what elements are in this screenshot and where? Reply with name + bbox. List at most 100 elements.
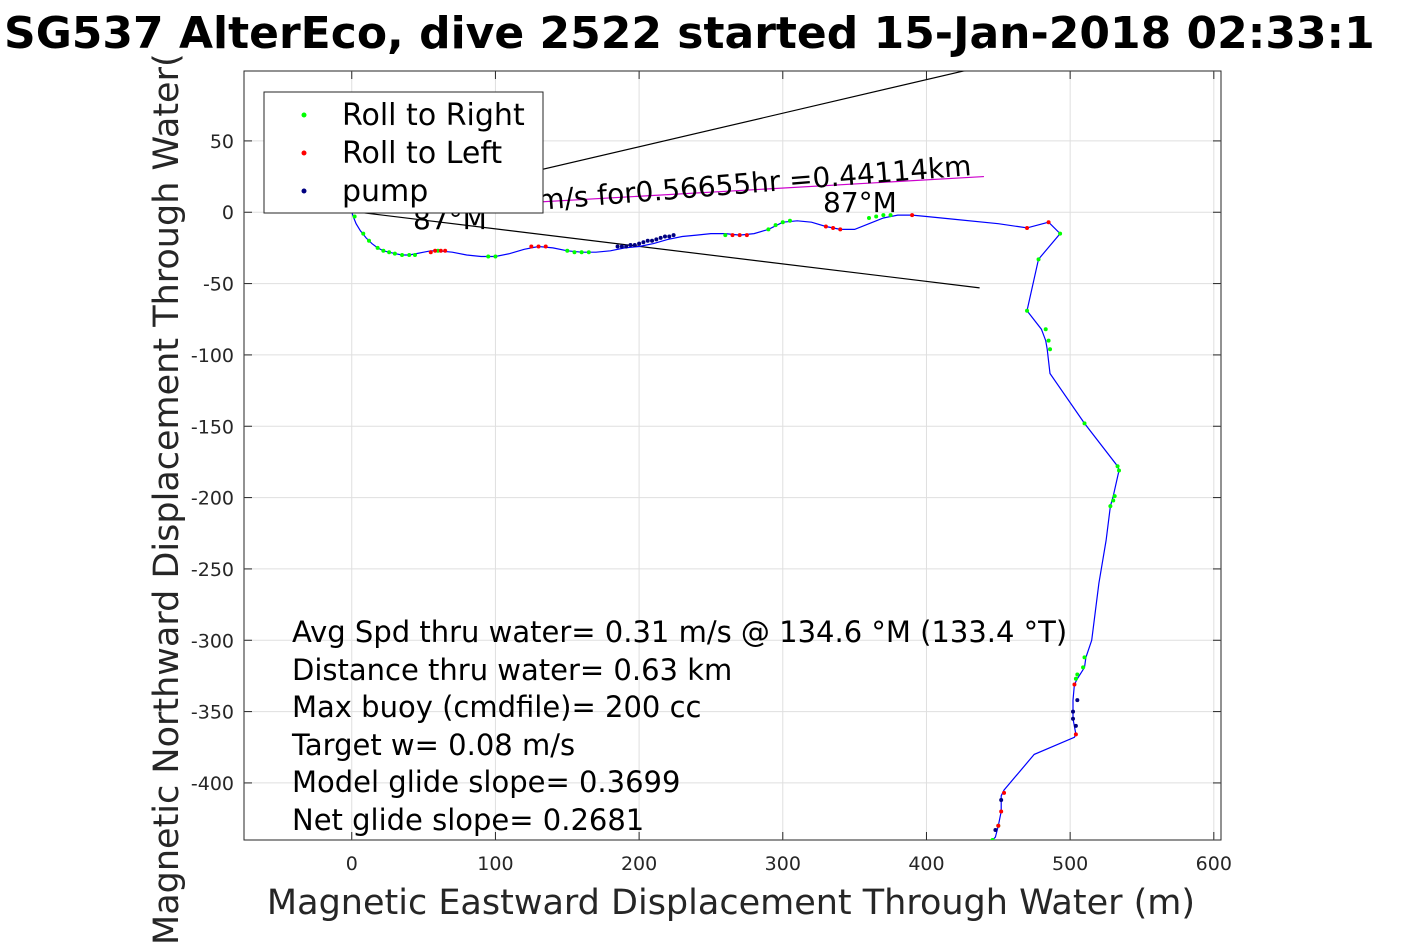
point-roll-to-left [433,248,438,253]
point-roll-to-right [888,213,893,218]
stats-block: Avg Spd thru water= 0.31 m/s @ 134.6 °M … [291,615,1067,837]
point-roll-to-left [529,244,534,249]
point-roll-to-right [1116,468,1121,473]
point-roll-to-left [428,250,433,255]
point-roll-to-right [412,253,417,258]
x-tick-label: 100 [477,853,513,875]
point-roll-to-right [773,223,778,228]
point-pump [671,233,676,238]
point-pump [1071,716,1076,721]
point-roll-to-right [787,218,792,223]
point-roll-to-right [435,248,440,253]
stats-target-w: Target w= 0.08 m/s [291,728,575,762]
point-roll-to-right [1082,421,1087,426]
point-roll-to-right [1082,655,1087,660]
point-pump [999,798,1004,803]
legend-marker-roll-left [301,150,307,156]
x-tick-label: 0 [346,853,358,875]
point-roll-to-left [1073,732,1078,737]
point-roll-to-right [874,214,879,219]
point-roll-to-right [1058,231,1063,236]
point-pump [615,244,620,249]
point-roll-to-right [352,214,357,219]
x-axis-label: Magnetic Eastward Displacement Through W… [267,883,1195,923]
point-roll-to-left [996,823,1001,828]
point-roll-to-left [730,233,735,238]
point-roll-to-right [1025,308,1030,313]
point-roll-to-right [493,254,498,259]
legend-marker-pump [301,188,307,194]
point-roll-to-left [1072,682,1077,687]
y-tick-label: -350 [191,702,234,724]
heading-line-lower [358,211,980,289]
stats-net-glide: Net glide slope= 0.2681 [292,803,644,837]
point-roll-to-right [381,248,386,253]
x-tick-label: 200 [621,853,657,875]
point-pump [632,243,637,248]
y-tick-label: 50 [210,131,234,153]
x-tick-label: 400 [908,853,944,875]
point-roll-to-left [1046,220,1051,225]
point-pump [667,234,672,239]
point-pump [619,244,624,249]
point-roll-to-right [579,250,584,255]
point-pump [624,244,629,249]
point-roll-to-right [1112,494,1117,499]
point-roll-to-right [1115,464,1120,469]
chart-title: SG537 AlterEco, dive 2522 started 15-Jan… [4,8,1375,59]
legend-marker-roll-right [301,112,307,118]
point-pump [658,235,663,240]
y-tick-label: -400 [191,773,234,795]
point-roll-to-left [823,224,828,229]
y-tick-label: 0 [222,202,234,224]
point-roll-to-right [1046,338,1051,343]
legend-label-roll-left: Roll to Left [342,136,502,171]
point-pump [654,237,659,242]
point-pump [662,234,667,239]
legend-box [263,91,544,214]
point-pump [1071,709,1076,714]
point-roll-to-right [375,245,380,250]
point-roll-to-right [1048,347,1053,352]
x-tick-label: 300 [765,853,801,875]
legend-label-pump: pump [342,174,428,209]
point-roll-to-right [1108,504,1113,509]
points-layer [352,213,1121,840]
point-roll-to-right [1043,327,1048,332]
y-tick-label: -50 [203,274,234,296]
point-roll-to-right [361,231,366,236]
point-pump [637,241,642,246]
legend-label-roll-right: Roll to Right [342,98,525,133]
point-roll-to-left [999,809,1004,814]
legend: Roll to Right Roll to Left pump [263,91,544,214]
point-roll-to-left [543,244,548,249]
point-pump [628,243,633,248]
point-roll-to-right [586,250,591,255]
y-tick-label: -150 [191,416,234,438]
y-tick-label: -200 [191,488,234,510]
point-roll-to-left [910,213,915,218]
point-roll-to-right [1073,676,1078,681]
point-roll-to-right [565,248,570,253]
point-roll-to-right [866,215,871,220]
y-axis-label: Magnetic Northward Displacement Through … [147,53,187,945]
stats-max-buoy: Max buoy (cmdfile)= 200 cc [292,690,701,724]
axis-ticks: 0 100 200 300 400 500 600500-50-100-150-200-25… [191,71,1232,875]
y-tick-label: -100 [191,345,234,367]
point-roll-to-left [536,244,541,249]
point-pump [641,240,646,245]
point-roll-to-left [831,225,836,230]
heading-label-right: 87°M [823,186,897,219]
stats-model-glide: Model glide slope= 0.3699 [292,765,680,799]
x-tick-label: 600 [1196,853,1232,875]
point-roll-to-right [366,238,371,243]
point-roll-to-right [486,254,491,259]
point-roll-to-right [1111,498,1116,503]
stats-distance: Distance thru water= 0.63 km [292,653,732,687]
point-roll-to-right [1075,672,1080,677]
point-roll-to-right [572,250,577,255]
point-roll-to-right [1081,665,1086,670]
point-roll-to-left [1025,225,1030,230]
point-roll-to-right [990,838,995,840]
